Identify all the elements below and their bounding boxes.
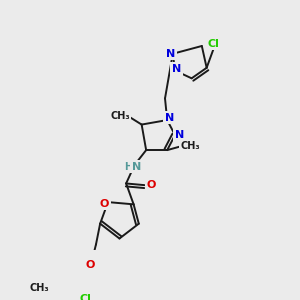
Text: O: O [85,260,95,270]
Text: N: N [175,130,184,140]
Text: N: N [167,49,176,59]
Text: O: O [100,199,109,209]
Text: N: N [131,162,141,172]
Text: N: N [165,112,174,123]
Text: CH₃: CH₃ [181,141,200,151]
Text: CH₃: CH₃ [30,283,50,293]
Text: Cl: Cl [207,39,219,49]
Text: CH₃: CH₃ [110,111,130,121]
Text: H: H [124,162,132,172]
Text: N: N [172,64,181,74]
Text: Cl: Cl [79,294,91,300]
Text: O: O [146,180,156,190]
